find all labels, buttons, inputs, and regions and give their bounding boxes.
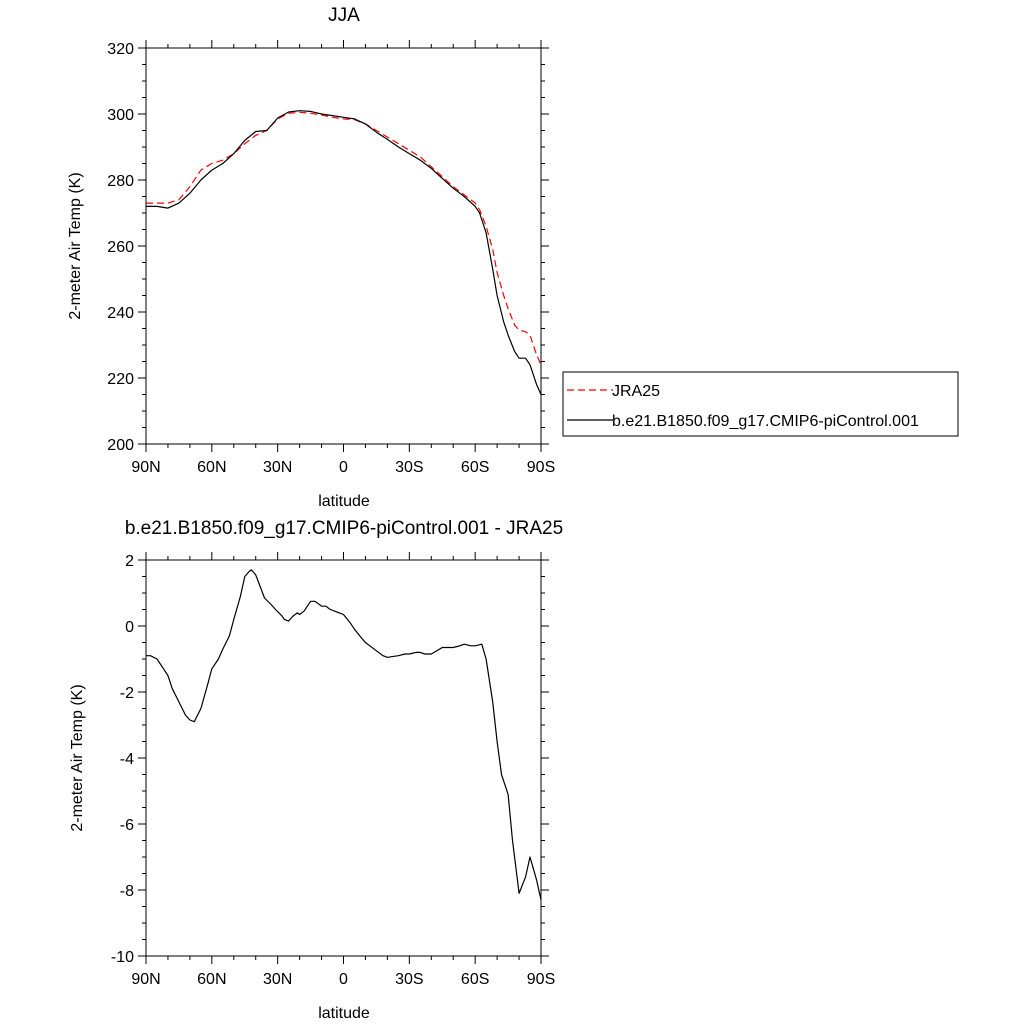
x-tick-label: 30S (395, 971, 423, 988)
bottom-chart-panel: b.e21.B1850.f09_g17.CMIP6-piControl.001 … (69, 518, 563, 1022)
x-tick-label: 60S (461, 971, 489, 988)
y-tick-label: 240 (107, 305, 134, 322)
x-tick-label: 60N (197, 459, 226, 476)
x-tick-label: 30N (263, 459, 292, 476)
y-tick-label: 200 (107, 437, 134, 454)
legend: JRA25 b.e21.B1850.f09_g17.CMIP6-piContro… (562, 371, 959, 437)
x-tick-label: 90S (527, 971, 555, 988)
plot-frame (145, 559, 542, 957)
x-tick-label: 60N (197, 971, 226, 988)
legend-box (562, 371, 959, 437)
y-tick-label: -8 (120, 883, 134, 900)
y-tick-label: 320 (107, 41, 134, 58)
x-tick-label: 90N (131, 971, 160, 988)
y-tick-label: -4 (120, 751, 134, 768)
y-tick-label: -6 (120, 817, 134, 834)
top-chart-plot-area: 200 220 240 260 280 300 320 90N 60N 30N 0 30S 60S 90S (107, 40, 555, 476)
x-tick-label: 30S (395, 459, 423, 476)
y-tick-label: 260 (107, 239, 134, 256)
y-tick-label: 0 (125, 619, 134, 636)
x-tick-label: 30N (263, 971, 292, 988)
plot-frame (145, 47, 542, 445)
y-tick-label: -2 (120, 685, 134, 702)
bottom-chart-ylabel: 2-meter Air Temp (K) (69, 684, 86, 831)
y-tick-label: 280 (107, 173, 134, 190)
top-chart-ylabel: 2-meter Air Temp (K) (67, 172, 84, 319)
x-tick-label: 0 (339, 459, 348, 476)
top-chart-title: JJA (328, 5, 360, 26)
y-tick-label: 300 (107, 107, 134, 124)
y-tick-label: 220 (107, 371, 134, 388)
series-line-0-0 (146, 111, 542, 366)
bottom-chart-plot-area: -10 -8 -6 -4 -2 0 2 90N 60N 30N 0 30S 60S 90S (111, 552, 555, 988)
bottom-chart-xlabel: latitude (318, 1005, 370, 1022)
series-line-1-0 (146, 569, 542, 901)
legend-label-model: b.e21.B1850.f09_g17.CMIP6-piControl.001 (612, 413, 919, 430)
bottom-chart-title: b.e21.B1850.f09_g17.CMIP6-piControl.001 … (125, 518, 563, 539)
series-line-0-1 (146, 110, 542, 395)
top-chart-xlabel: latitude (318, 493, 370, 510)
x-tick-label: 0 (339, 971, 348, 988)
legend-label-jra25: JRA25 (612, 383, 660, 400)
y-tick-label: 2 (125, 553, 134, 570)
top-chart-panel: JJA latitude 2-meter Air Temp (K) 200 220… (67, 5, 555, 510)
y-tick-label: -10 (111, 949, 134, 966)
x-tick-label: 90N (131, 459, 160, 476)
x-tick-label: 60S (461, 459, 489, 476)
x-tick-label: 90S (527, 459, 555, 476)
